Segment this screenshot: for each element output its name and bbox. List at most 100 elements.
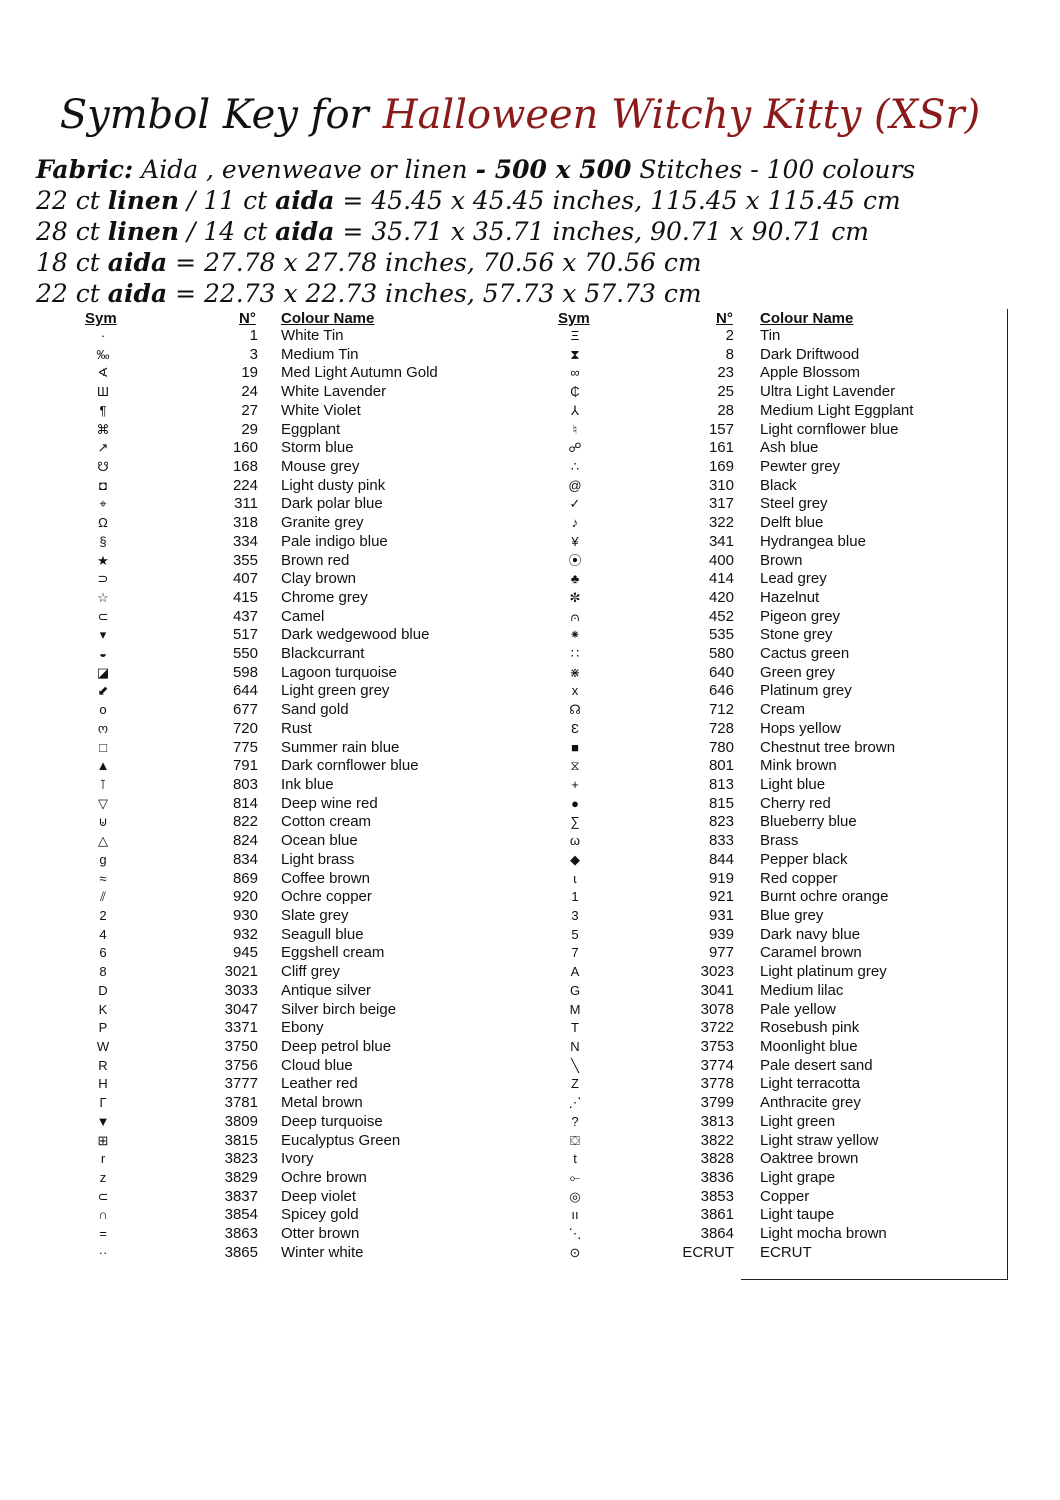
- symbol-cell: ≈: [99, 870, 107, 886]
- colour-name-cell: Cherry red: [760, 794, 831, 812]
- stitch-size: - 500 x 500: [475, 155, 632, 184]
- symbol-cell: M: [569, 1001, 581, 1017]
- dmc-number-cell: 3753: [700, 1037, 734, 1055]
- symbol-cell: D: [98, 982, 108, 998]
- colour-name-cell: Light platinum grey: [760, 963, 887, 981]
- symbol-cell: 2: [99, 908, 107, 923]
- colour-name-cell: Light blue: [760, 776, 826, 794]
- fabric: aida: [275, 217, 335, 246]
- dmc-number-cell: 3813: [700, 1112, 734, 1130]
- colour-name-cell: Medium Tin: [281, 345, 359, 363]
- dmc-number-cell: 157: [708, 420, 734, 438]
- colour-name-cell: Steel grey: [760, 495, 828, 513]
- dmc-number-cell: 803: [232, 776, 258, 794]
- symbol-cell: ⊃: [97, 571, 109, 587]
- page-title: Symbol Key for Halloween Witchy Kitty (XS…: [0, 92, 1040, 138]
- dmc-number-cell: 3033: [224, 981, 258, 999]
- dmc-number-cell: 824: [232, 832, 258, 850]
- dmc-number-cell: 161: [708, 439, 734, 457]
- colour-name-cell: Light green: [760, 1112, 836, 1130]
- symbol-cell: ◒: [99, 646, 107, 662]
- colour-name-cell: Light cornflower blue: [760, 420, 899, 438]
- colour-name-cell: Caramel brown: [760, 944, 862, 962]
- table-border-right: [1007, 309, 1008, 1280]
- dmc-number-cell: 644: [232, 682, 258, 700]
- dmc-number-cell: 517: [232, 626, 258, 644]
- symbol-cell: ★: [97, 552, 109, 568]
- symbol-cell: ⛋: [570, 1132, 580, 1148]
- colour-name-cell: Light green grey: [281, 682, 390, 700]
- dmc-number-cell: 791: [232, 757, 258, 775]
- colour-name-cell: Eggplant: [281, 420, 341, 438]
- colour-name-cell: Mink brown: [760, 757, 837, 775]
- dmc-number-cell: 3865: [224, 1243, 258, 1261]
- dmc-number-cell: 3023: [700, 963, 734, 981]
- symbol-cell: §: [99, 533, 107, 549]
- colour-name-cell: Light straw yellow: [760, 1131, 879, 1149]
- dmc-number-cell: 930: [232, 907, 258, 924]
- dmc-number-cell: 939: [708, 925, 734, 943]
- symbol-cell: Ɛ: [571, 720, 579, 736]
- colour-name-cell: Coffee brown: [281, 869, 370, 887]
- fabric: linen: [107, 186, 180, 215]
- symbol-cell: ▲: [96, 758, 110, 774]
- symbol-cell: ∷: [570, 646, 580, 662]
- dmc-number-cell: 3837: [224, 1187, 258, 1205]
- symbol-cell: ♪: [571, 515, 579, 531]
- colour-name-cell: Light terracotta: [760, 1075, 861, 1093]
- colour-name-cell: Sand gold: [281, 701, 349, 719]
- symbol-cell: ⧗: [570, 346, 580, 362]
- dmc-number-cell: 452: [708, 607, 734, 625]
- dmc-number-cell: 1: [249, 327, 258, 344]
- dmc-number-cell: 437: [232, 607, 258, 625]
- colour-name-cell: Platinum grey: [760, 682, 852, 700]
- colour-name-cell: White Tin: [281, 327, 344, 344]
- colour-name-cell: Mouse grey: [281, 457, 360, 475]
- symbol-cell: r: [100, 1151, 106, 1167]
- colour-name-cell: Hops yellow: [760, 719, 841, 737]
- symbol-cell: K: [98, 1001, 108, 1017]
- dmc-number-cell: 3809: [224, 1112, 258, 1130]
- colour-name-cell: Blueberry blue: [760, 813, 857, 831]
- colour-name-cell: Red copper: [760, 869, 838, 887]
- symbol-cell: ⦿: [568, 552, 582, 568]
- symbol-cell: 6: [99, 945, 107, 961]
- symbol-cell: ¥: [571, 533, 579, 549]
- dmc-number-cell: ECRUT: [682, 1243, 734, 1261]
- colour-name-cell: Medium Light Eggplant: [760, 401, 914, 419]
- colour-name-cell: Copper: [760, 1187, 810, 1205]
- symbol-cell: ☋: [97, 458, 109, 474]
- dmc-number-cell: 3799: [700, 1094, 734, 1112]
- colour-name-cell: Burnt ochre orange: [760, 888, 889, 906]
- symbol-cell: ♣: [570, 571, 580, 587]
- table-border-bottom: [741, 1279, 1008, 1280]
- dmc-number-cell: 400: [708, 551, 734, 569]
- dmc-number-cell: 407: [232, 570, 258, 588]
- colour-name-cell: Moonlight blue: [760, 1037, 858, 1055]
- colour-name-cell: Hydrangea blue: [760, 532, 866, 550]
- symbol-cell: T: [571, 1020, 579, 1036]
- symbol-cell: ?: [571, 1113, 579, 1129]
- dmc-number-cell: 834: [232, 850, 258, 868]
- dmc-number-cell: 8: [725, 345, 734, 363]
- symbol-cell: 4: [99, 926, 107, 942]
- dmc-number-cell: 3822: [700, 1131, 734, 1149]
- colour-name-cell: Dark cornflower blue: [281, 757, 419, 775]
- fabric: aida: [107, 248, 168, 277]
- symbol-cell: □: [99, 739, 107, 755]
- dmc-number-cell: 801: [708, 757, 734, 775]
- symbol-cell: +: [571, 777, 579, 793]
- dimensions: = 35.71 x 35.71 inches, 90.71 x 90.71 cm: [334, 217, 869, 246]
- dmc-number-cell: 3777: [224, 1075, 258, 1093]
- symbol-cell: ⅄: [571, 402, 579, 418]
- dmc-number-cell: 931: [708, 907, 734, 924]
- symbol-cell: ⬋: [97, 683, 109, 699]
- symbol-cell: ♮: [572, 421, 578, 437]
- symbol-cell: ⊺: [99, 777, 107, 793]
- colour-name-cell: Lead grey: [760, 570, 827, 588]
- dmc-number-cell: 224: [232, 476, 258, 494]
- colour-name-cell: Tin: [760, 327, 781, 344]
- dmc-number-cell: 580: [708, 645, 734, 663]
- colour-name-cell: Eggshell cream: [281, 944, 385, 962]
- header-name-left: Colour Name: [281, 310, 375, 327]
